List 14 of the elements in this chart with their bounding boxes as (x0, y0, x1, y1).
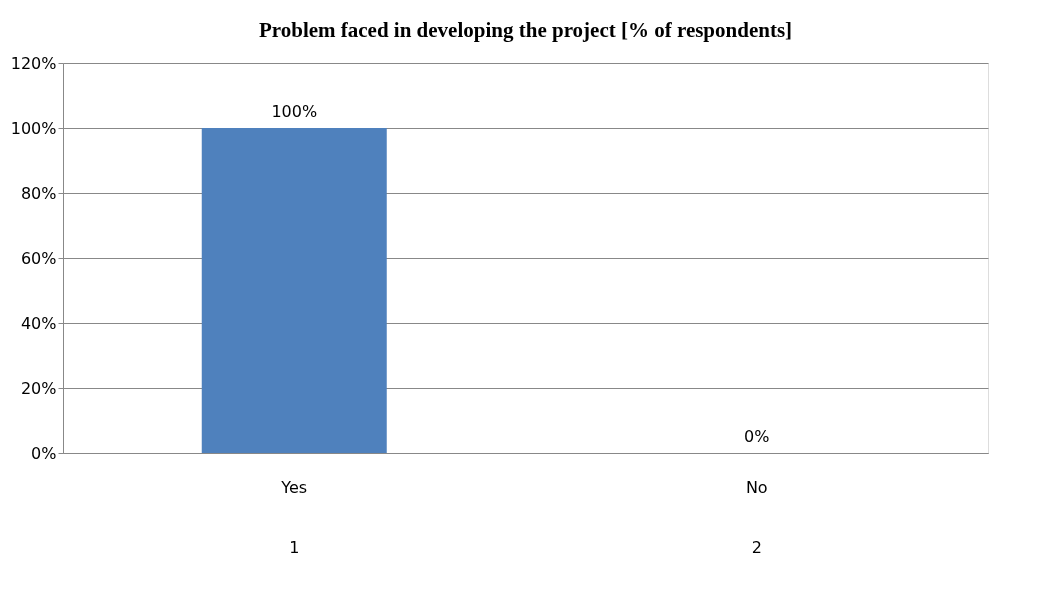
y-tick-label: 60% (20, 248, 57, 268)
y-tick-label: 120% (10, 53, 57, 73)
y-tick-label: 80% (20, 183, 57, 203)
text: 2 (751, 538, 762, 557)
x-tick-label: No (745, 477, 768, 497)
y-tick-label: 100% (10, 118, 57, 138)
y-tick-label: 0% (31, 443, 57, 463)
data-label: 100% (271, 102, 318, 121)
data-label: 0% (744, 427, 770, 446)
text: 1 (289, 538, 300, 557)
y-tick-label: 20% (20, 378, 57, 398)
x-tick-label: Yes (280, 477, 308, 497)
y-tick-label: 40% (20, 313, 57, 333)
chart-title: Problem faced in developing the project [% of respondents] (258, 18, 793, 42)
